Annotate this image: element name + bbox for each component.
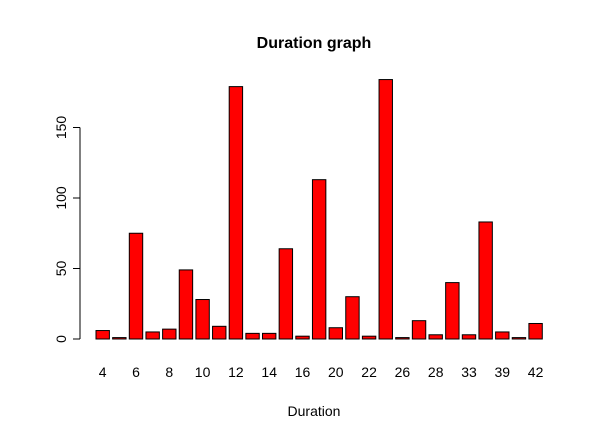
bar-18 bbox=[311, 179, 327, 340]
x-tick-label: 33 bbox=[461, 364, 477, 380]
x-tick-label: 16 bbox=[295, 364, 311, 380]
bar-21 bbox=[345, 296, 360, 340]
bar-6 bbox=[128, 232, 144, 340]
bar-30 bbox=[445, 282, 460, 340]
bar-27 bbox=[411, 320, 427, 340]
x-tick-label: 22 bbox=[361, 364, 377, 380]
bar-12 bbox=[228, 86, 244, 340]
x-tick-label: 10 bbox=[195, 364, 211, 380]
bar-13 bbox=[245, 332, 260, 340]
bar-7 bbox=[145, 331, 160, 340]
bar-11 bbox=[212, 325, 227, 340]
bar-42 bbox=[528, 322, 543, 340]
y-axis: 0 50 100 150 bbox=[53, 116, 81, 343]
x-tick-label: 42 bbox=[528, 364, 544, 380]
chart-title: Duration graph bbox=[257, 35, 372, 52]
bar-24 bbox=[378, 79, 393, 340]
x-axis-label: Duration bbox=[288, 403, 341, 419]
x-tick-label: 20 bbox=[328, 364, 344, 380]
bar-26 bbox=[395, 337, 410, 340]
bar-33 bbox=[461, 334, 477, 340]
bar-9 bbox=[178, 269, 194, 340]
bar-36 bbox=[478, 221, 493, 340]
x-tick-label: 39 bbox=[495, 364, 511, 380]
bars-group bbox=[95, 79, 543, 340]
bar-5 bbox=[112, 337, 127, 340]
x-tick-labels: 4 6 8 10 12 14 16 20 22 26 28 33 39 42 bbox=[99, 364, 544, 380]
bar-22 bbox=[361, 335, 377, 340]
y-tick-label: 0 bbox=[53, 335, 69, 343]
bar-8 bbox=[162, 328, 177, 340]
x-tick-label: 12 bbox=[228, 364, 244, 380]
x-tick-label: 8 bbox=[165, 364, 173, 380]
bar-10 bbox=[195, 299, 210, 340]
bar-16 bbox=[295, 335, 310, 340]
x-tick-label: 26 bbox=[395, 364, 411, 380]
y-tick-label: 50 bbox=[53, 261, 69, 277]
bar-39 bbox=[495, 331, 510, 340]
bar-28 bbox=[428, 334, 443, 340]
x-tick-label: 28 bbox=[428, 364, 444, 380]
y-tick-label: 100 bbox=[53, 186, 69, 210]
y-tick-label: 150 bbox=[53, 116, 69, 140]
bar-4 bbox=[95, 330, 110, 340]
bar-14 bbox=[262, 332, 277, 340]
bar-15 bbox=[278, 248, 294, 340]
bar-20 bbox=[328, 327, 344, 340]
x-tick-label: 4 bbox=[99, 364, 107, 380]
x-tick-label: 6 bbox=[132, 364, 140, 380]
x-tick-label: 14 bbox=[261, 364, 277, 380]
bar-40 bbox=[511, 337, 527, 340]
